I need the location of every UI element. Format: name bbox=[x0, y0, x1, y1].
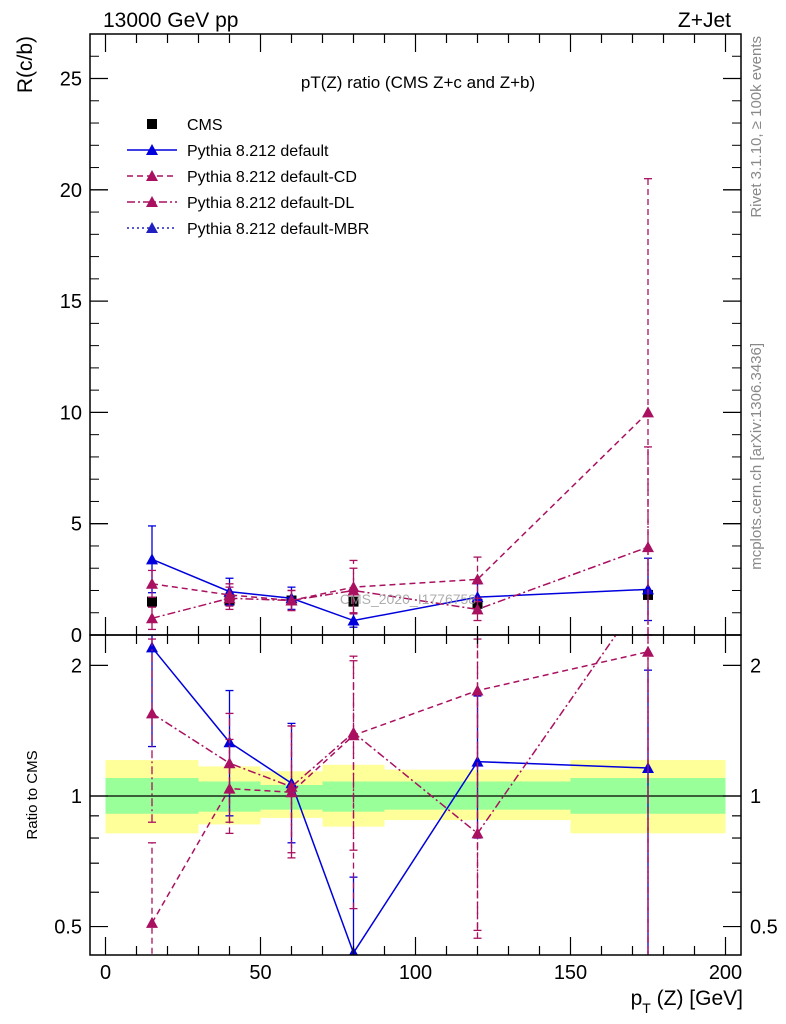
legend-marker-triangle bbox=[146, 170, 158, 181]
series-line-1 bbox=[151, 558, 649, 622]
mcplots-reference-note: mcplots.cern.ch [arXiv:1306.3436] bbox=[748, 343, 765, 570]
ratio-marker bbox=[146, 707, 158, 719]
legend-marker-square bbox=[147, 119, 157, 129]
legend-marker-triangle bbox=[146, 222, 158, 233]
ratio-y-axis-title: Ratio to CMS bbox=[24, 750, 41, 839]
y-tick-label: 25 bbox=[60, 69, 82, 91]
x-tick-label: 50 bbox=[249, 962, 271, 984]
main-plot-panel: 0 5 10 15 20 25 pT(Z) ratio (CMS Z+c and Z+b)… bbox=[14, 33, 742, 647]
x-axis-title-main: p bbox=[631, 987, 643, 1010]
legend-label: Pythia 8.212 default-CD bbox=[187, 169, 357, 186]
x-tick-label: 150 bbox=[554, 962, 587, 984]
cms-data-point bbox=[147, 596, 157, 607]
plot-title: pT(Z) ratio (CMS Z+c and Z+b) bbox=[301, 73, 535, 92]
legend: CMS Pythia 8.212 default Pythia 8.212 defa… bbox=[127, 117, 369, 238]
series-marker bbox=[471, 573, 484, 585]
y-tick-label: 15 bbox=[60, 291, 82, 313]
x-tick-label: 200 bbox=[709, 962, 742, 984]
x-tick-label: 0 bbox=[100, 962, 111, 984]
series-marker bbox=[146, 553, 158, 565]
ratio-marker bbox=[471, 827, 484, 839]
series-marker bbox=[642, 541, 654, 553]
legend-label: CMS bbox=[187, 117, 223, 134]
series-marker bbox=[347, 584, 360, 596]
ratio-y-tick-label: 2 bbox=[71, 655, 82, 677]
y-axis-title: R(c/b) bbox=[14, 36, 37, 93]
legend-label: Pythia 8.212 default-MBR bbox=[187, 221, 369, 238]
ratio-y-tick-label: 1 bbox=[71, 786, 82, 808]
series-marker bbox=[146, 612, 158, 624]
analysis-watermark: CMS_2020_I1776758 bbox=[340, 591, 476, 607]
ratio-y-tick-label-right: 0.5 bbox=[750, 917, 778, 939]
header-left-label: 13000 GeV pp bbox=[103, 9, 238, 32]
ratio-plot-frame bbox=[89, 634, 742, 956]
ratio-y-tick-label: 0.5 bbox=[54, 917, 82, 939]
x-axis-title: pT (Z) [GeV] bbox=[631, 987, 743, 1016]
series-line-2 bbox=[151, 411, 649, 602]
ratio-y-tick-label-right: 1 bbox=[750, 786, 761, 808]
ratio-series-line-1 bbox=[151, 651, 649, 924]
series-marker bbox=[471, 603, 484, 615]
series-marker bbox=[642, 583, 654, 595]
ratio-marker bbox=[347, 726, 360, 738]
ratio-marker bbox=[223, 757, 236, 769]
y-tick-label: 10 bbox=[60, 402, 82, 424]
legend-label: Pythia 8.212 default-DL bbox=[187, 195, 354, 212]
series-marker bbox=[146, 577, 158, 589]
x-tick-label: 100 bbox=[399, 962, 432, 984]
ratio-marker bbox=[285, 780, 298, 792]
series-marker bbox=[223, 592, 236, 604]
ratio-marker bbox=[146, 916, 158, 928]
ratio-y-tick-label-right: 2 bbox=[750, 655, 761, 677]
y-tick-label: 0 bbox=[71, 625, 82, 647]
ratio-series-line-0 bbox=[151, 646, 649, 955]
legend-label: Pythia 8.212 default bbox=[187, 143, 329, 160]
y-tick-label: 5 bbox=[71, 514, 82, 536]
series-marker bbox=[347, 614, 360, 626]
series-marker bbox=[285, 594, 298, 606]
ratio-marker bbox=[146, 641, 158, 653]
header-right-label: Z+Jet bbox=[678, 9, 731, 32]
ratio-plot-panel: 0.5 0.5 1 1 2 2 0 50 100 150 200 Ratio to CMS pT (… bbox=[24, 634, 778, 1016]
ratio-marker bbox=[471, 755, 484, 767]
rivet-version-note: Rivet 3.1.10, ≥ 100k events bbox=[748, 36, 765, 218]
series-marker bbox=[642, 406, 654, 418]
y-tick-label: 20 bbox=[60, 180, 82, 202]
x-axis-title-subscript: T bbox=[642, 1000, 651, 1016]
x-axis-title-rest: (Z) [GeV] bbox=[651, 987, 743, 1010]
legend-marker-triangle bbox=[146, 144, 158, 155]
series-line-3 bbox=[151, 546, 649, 620]
legend-marker-triangle bbox=[146, 196, 158, 207]
